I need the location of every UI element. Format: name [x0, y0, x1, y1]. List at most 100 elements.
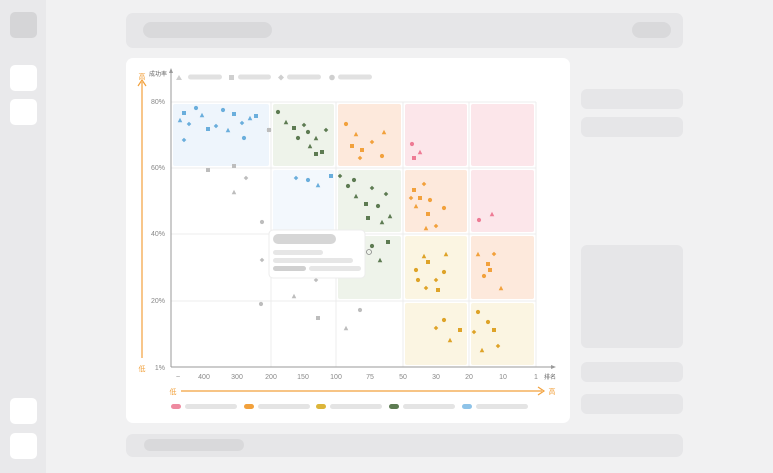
data-point — [415, 277, 421, 283]
hover-tooltip[interactable] — [268, 229, 366, 279]
data-point — [323, 127, 329, 133]
zone-orange — [338, 104, 401, 166]
data-point — [369, 139, 375, 145]
sidebar-button[interactable] — [10, 398, 37, 424]
zone-blue — [173, 104, 269, 166]
footer-legend-label — [185, 404, 237, 409]
right-panel-item[interactable] — [581, 89, 683, 109]
right-panel-item[interactable] — [581, 394, 683, 414]
search-placeholder[interactable] — [143, 22, 272, 38]
data-point — [408, 195, 414, 201]
data-point — [225, 127, 231, 133]
data-point — [305, 129, 311, 135]
gray-data-point — [206, 168, 210, 172]
legend — [176, 74, 372, 81]
data-point — [475, 251, 481, 257]
data-point — [423, 285, 429, 291]
data-point — [421, 253, 427, 259]
data-point — [295, 135, 301, 141]
footer-legend-swatch — [171, 404, 181, 409]
data-point — [301, 122, 307, 128]
gray-data-point — [316, 316, 320, 320]
data-point — [329, 174, 333, 178]
footer-legend-label — [330, 404, 382, 409]
data-point — [413, 203, 419, 209]
zone-yellow — [405, 303, 467, 365]
right-panel-item[interactable] — [581, 117, 683, 137]
gray-data-point — [258, 301, 264, 307]
x-tick-label: 1 — [534, 374, 538, 381]
data-point — [498, 285, 504, 291]
gray-points — [206, 128, 372, 331]
bottom-bar-placeholder[interactable] — [144, 439, 244, 451]
data-point — [481, 273, 487, 279]
data-point — [369, 243, 375, 249]
data-point — [177, 117, 183, 123]
sidebar-button-active[interactable] — [10, 12, 37, 38]
data-point — [447, 337, 453, 343]
x-tick-label: 75 — [366, 374, 374, 381]
gray-data-point — [267, 128, 271, 132]
data-point — [413, 267, 419, 273]
footer-legend-swatch — [316, 404, 326, 409]
data-point — [186, 121, 192, 127]
right-panel-card — [581, 245, 683, 348]
gray-data-point — [313, 277, 319, 283]
x-tick-label: 100 — [330, 374, 342, 381]
top-action-button[interactable] — [632, 22, 671, 38]
x-tick-label: 400 — [198, 374, 210, 381]
data-point — [436, 288, 440, 292]
y-tick-label: 20% — [151, 298, 165, 305]
y-tick-label: 40% — [151, 231, 165, 238]
data-point — [476, 217, 482, 223]
y-axis-arrowhead — [169, 68, 173, 73]
data-point — [357, 155, 363, 161]
footer-legend — [171, 404, 528, 409]
data-point — [307, 143, 313, 149]
data-point — [433, 277, 439, 283]
data-point — [315, 182, 321, 188]
zone-pink — [405, 104, 467, 166]
legend-item-square — [229, 74, 271, 80]
data-point — [351, 177, 357, 183]
right-panel-item[interactable] — [581, 362, 683, 382]
data-point — [386, 240, 390, 244]
data-point — [441, 269, 447, 275]
data-point — [254, 114, 258, 118]
x-axis-arrowhead — [551, 365, 556, 369]
data-point — [458, 328, 462, 332]
footer-legend-label — [476, 404, 528, 409]
data-point — [479, 347, 485, 353]
data-point — [426, 260, 430, 264]
x-tick-label: 30 — [432, 374, 440, 381]
zone-green — [273, 104, 334, 166]
data-point — [283, 119, 289, 125]
data-point — [418, 196, 422, 200]
sidebar-button[interactable] — [10, 99, 37, 125]
data-point — [182, 111, 186, 115]
data-point — [369, 185, 375, 191]
sidebar-button[interactable] — [10, 433, 37, 459]
data-point — [381, 129, 387, 135]
data-point — [181, 137, 187, 143]
sidebar — [0, 0, 46, 473]
footer-legend-swatch — [389, 404, 399, 409]
data-point — [471, 329, 477, 335]
data-point — [433, 325, 439, 331]
x-tick-label: 300 — [231, 374, 243, 381]
data-point — [247, 115, 253, 121]
sidebar-button[interactable] — [10, 65, 37, 91]
data-point — [320, 150, 324, 154]
y-direction-bottom-label: 低 — [139, 364, 146, 373]
legend-item-circle — [329, 74, 372, 81]
x-tick-label: 50 — [399, 374, 407, 381]
data-point — [379, 219, 385, 225]
data-point — [417, 149, 423, 155]
x-direction-arrowhead — [537, 386, 546, 396]
zone-pink — [471, 104, 534, 166]
data-point — [486, 262, 490, 266]
gray-data-point — [291, 293, 297, 299]
data-point — [426, 212, 430, 216]
